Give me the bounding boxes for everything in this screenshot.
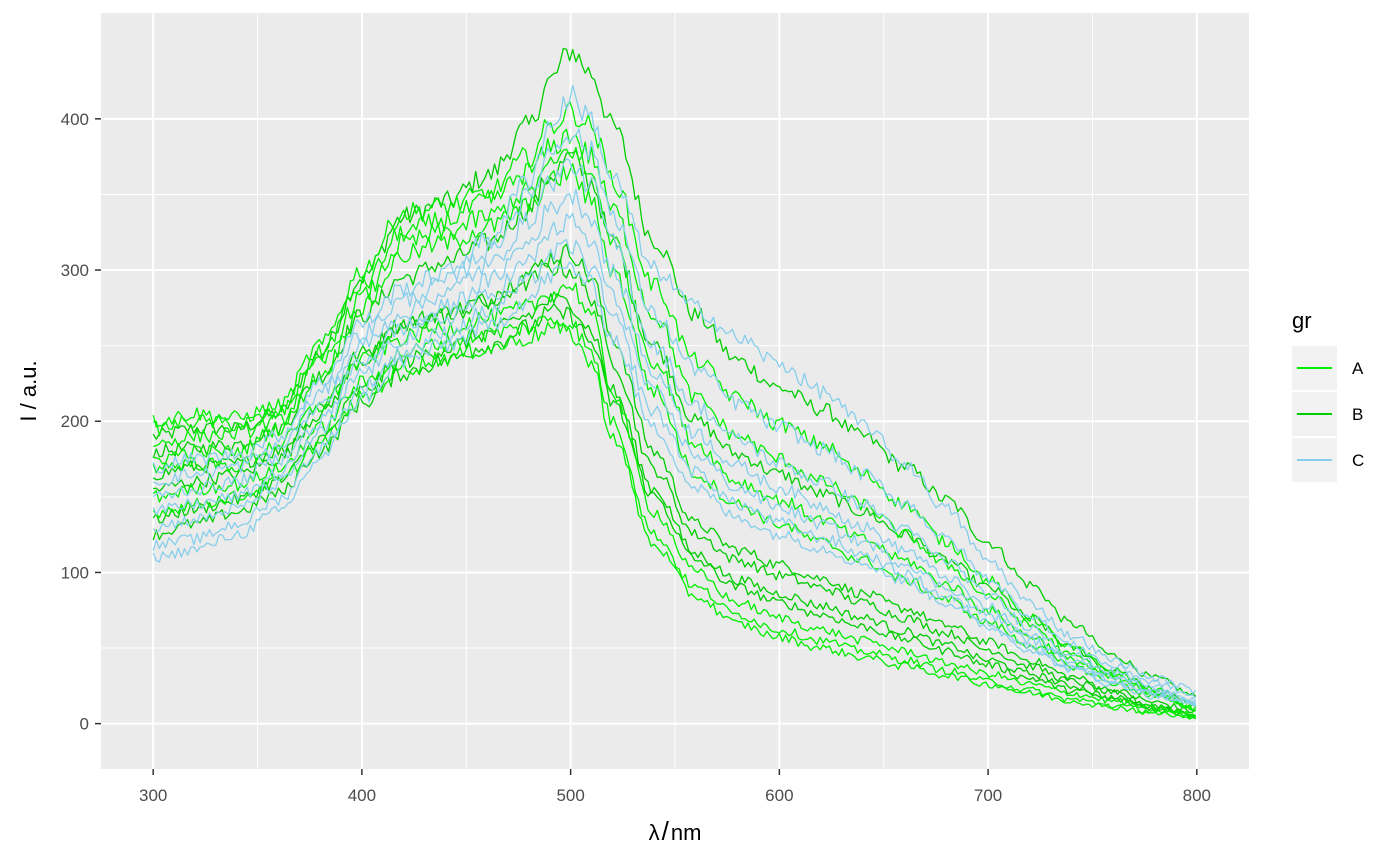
series-line-c bbox=[152, 238, 1197, 708]
x-axis-unit: nm bbox=[671, 820, 702, 845]
x-tick-label: 300 bbox=[139, 786, 167, 805]
series-line-a bbox=[152, 100, 1196, 712]
grid-major bbox=[101, 13, 1249, 769]
series-line-c bbox=[152, 84, 1197, 694]
series-line-c bbox=[152, 188, 1197, 705]
series-line-a bbox=[152, 315, 1196, 719]
x-tick-label: 400 bbox=[348, 786, 376, 805]
x-tick-label: 600 bbox=[765, 786, 793, 805]
y-axis-ticks: 0 100 200 300 400 bbox=[61, 110, 101, 734]
series-layer bbox=[152, 47, 1197, 720]
series-line-c bbox=[152, 158, 1197, 703]
series-line-a bbox=[152, 282, 1197, 717]
x-axis-ticks: 300 400 500 600 700 800 bbox=[139, 769, 1211, 805]
series-line-b bbox=[152, 303, 1197, 720]
legend-label-b: B bbox=[1352, 405, 1363, 424]
y-tick-label: 0 bbox=[80, 715, 89, 734]
y-tick-label: 300 bbox=[61, 261, 89, 280]
y-tick-label: 100 bbox=[61, 563, 89, 582]
series-line-c bbox=[152, 261, 1196, 706]
legend-label-a: A bbox=[1352, 359, 1364, 378]
y-tick-label: 400 bbox=[61, 110, 89, 129]
x-axis-symbol: λ bbox=[649, 820, 660, 845]
series-line-c bbox=[153, 128, 1197, 699]
series-line-c bbox=[152, 212, 1197, 707]
x-tick-label: 700 bbox=[974, 786, 1002, 805]
series-line-b bbox=[152, 150, 1197, 707]
series-line-a bbox=[153, 128, 1197, 711]
y-axis-title: I / a.u. bbox=[16, 360, 41, 421]
x-tick-label: 500 bbox=[556, 786, 584, 805]
series-line-b bbox=[152, 47, 1197, 698]
series-line-b bbox=[152, 292, 1196, 720]
x-axis-slash: / bbox=[662, 816, 670, 846]
x-axis-title: λ/nm bbox=[649, 816, 702, 846]
legend-title: gr bbox=[1292, 308, 1312, 333]
legend-label-c: C bbox=[1352, 451, 1364, 470]
series-line-a bbox=[153, 146, 1196, 709]
x-tick-label: 800 bbox=[1183, 786, 1211, 805]
series-line-a bbox=[152, 319, 1196, 720]
series-line-b bbox=[153, 258, 1197, 717]
y-tick-label: 200 bbox=[61, 412, 89, 431]
series-line-b bbox=[152, 243, 1197, 714]
legend: gr A B C bbox=[1292, 308, 1364, 482]
